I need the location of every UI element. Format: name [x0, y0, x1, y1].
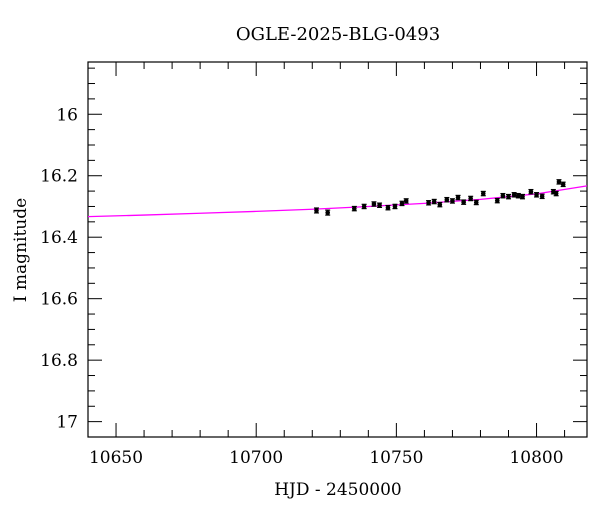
y-tick-label: 16	[56, 105, 78, 125]
model-curve-group	[87, 185, 588, 218]
data-point	[461, 199, 466, 205]
y-tick-label: 16.2	[40, 167, 78, 187]
data-point	[426, 200, 431, 206]
data-point	[314, 208, 319, 213]
data-point	[437, 202, 443, 207]
y-axis-label: I magnitude	[11, 198, 31, 302]
data-point	[468, 196, 473, 201]
data-point	[377, 202, 382, 208]
data-point	[444, 197, 450, 203]
x-tick-label: 10650	[89, 448, 143, 468]
model-curve	[87, 185, 588, 218]
data-point	[385, 205, 391, 210]
data-point	[539, 194, 545, 199]
x-tick-label: 10700	[229, 448, 283, 468]
data-point	[431, 199, 437, 204]
y-tick-label: 16.8	[40, 351, 78, 371]
data-point	[520, 194, 525, 199]
data-point	[399, 201, 405, 206]
x-axis-label: HJD - 2450000	[274, 480, 402, 500]
x-tick-label: 10750	[369, 448, 423, 468]
data-point	[553, 191, 559, 196]
y-tick-label: 16.6	[40, 290, 78, 310]
data-point	[361, 204, 367, 209]
axis-tick-labels: 10650 10700 10750 10800 16 16.2 16.4 16.6 16.8 17	[40, 105, 563, 468]
y-tick-label: 16.4	[40, 228, 78, 248]
plot-area: 10650 10700 10750 10800 16 16.2 16.4 16.6 16.8 17	[40, 61, 588, 468]
data-point	[516, 193, 521, 199]
data-point	[392, 204, 398, 209]
data-point	[403, 198, 409, 204]
data-point	[480, 191, 486, 196]
axis-ticks	[87, 62, 587, 438]
data-point	[494, 198, 500, 203]
data-points-group	[313, 179, 566, 216]
chart-title: OGLE-2025-BLG-0493	[236, 24, 440, 45]
data-point	[371, 201, 377, 207]
data-point	[352, 206, 357, 211]
data-point	[511, 192, 517, 198]
data-point	[500, 193, 506, 199]
y-tick-label: 17	[56, 413, 78, 433]
data-point	[473, 200, 479, 205]
data-point	[534, 192, 539, 198]
data-point	[528, 189, 534, 195]
plot-frame	[87, 61, 588, 438]
data-point	[556, 179, 562, 185]
data-point	[450, 198, 455, 204]
data-point	[455, 195, 461, 200]
data-point	[506, 194, 511, 199]
data-point	[325, 210, 330, 215]
x-tick-label: 10800	[509, 448, 563, 468]
data-point	[560, 182, 566, 187]
